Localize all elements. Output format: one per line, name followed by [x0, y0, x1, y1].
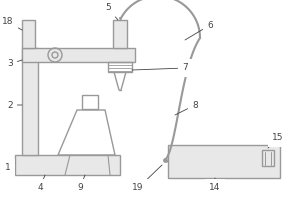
Bar	[108, 62, 132, 72]
Text: 6: 6	[185, 21, 213, 40]
Text: 4: 4	[37, 175, 45, 192]
Bar	[82, 95, 98, 109]
Bar	[22, 20, 35, 48]
Text: 14: 14	[209, 178, 221, 192]
Bar	[22, 48, 38, 155]
Text: 18: 18	[2, 18, 22, 30]
Bar	[113, 20, 127, 48]
Text: 15: 15	[268, 134, 284, 148]
Text: 9: 9	[77, 175, 85, 192]
Text: 19: 19	[132, 165, 162, 192]
Text: 1: 1	[5, 163, 15, 172]
Text: 5: 5	[105, 3, 118, 20]
Text: 7: 7	[132, 64, 188, 72]
Text: 2: 2	[7, 100, 22, 110]
Bar	[168, 145, 280, 178]
Bar	[22, 48, 135, 62]
Bar	[15, 155, 120, 175]
Text: 8: 8	[175, 100, 198, 115]
Bar	[262, 150, 274, 166]
Text: 3: 3	[7, 60, 22, 68]
